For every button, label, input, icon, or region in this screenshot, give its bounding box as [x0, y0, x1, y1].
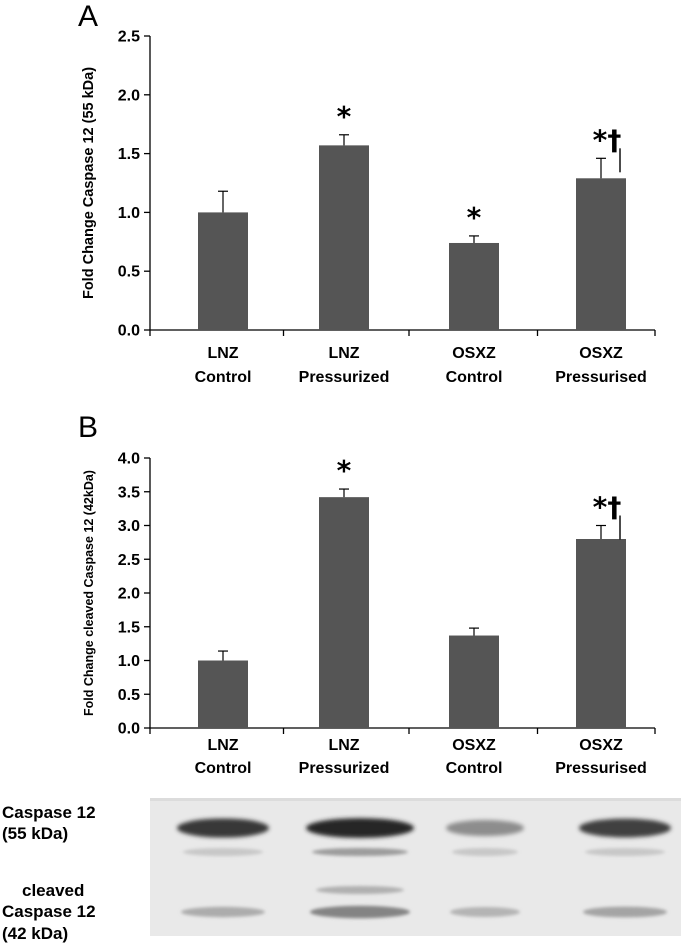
- significance-marker: *: [337, 454, 352, 487]
- band-42kda: [583, 906, 667, 918]
- y-tick-label: 1.5: [118, 146, 140, 163]
- x-tick-label: LNZ: [207, 737, 238, 754]
- y-tick-label: 0.0: [118, 323, 140, 340]
- significance-marker: *: [337, 100, 352, 133]
- bar-osxz-pressurised: [576, 178, 626, 330]
- x-tick-label: OSXZ: [452, 345, 496, 362]
- western-blot: Caspase 12 (55 kDa) cleaved Caspase 12 (42 k…: [2, 798, 681, 943]
- band-faint: [585, 848, 665, 856]
- x-tick-label: Pressurised: [555, 369, 647, 386]
- chart-panel-a: A 0.0 0.5 1.0 1.5 2.0 2.5 Fold Change Caspase 1…: [78, 0, 656, 386]
- x-tick-label: Control: [195, 369, 252, 386]
- y-tick-label: 4.0: [118, 451, 140, 468]
- y-axis-title: Fold Change Caspase 12 (55 kDa): [81, 67, 97, 299]
- bar-lnz-control: [198, 212, 248, 330]
- band-42kda: [450, 907, 520, 917]
- y-tick-label: 3.5: [118, 484, 140, 501]
- y-tick-label: 0.0: [118, 721, 140, 738]
- y-tick-label: 1.0: [118, 653, 140, 670]
- y-tick-label: 3.0: [118, 518, 140, 535]
- panel-letter-a: A: [78, 0, 98, 33]
- x-tick-label: Control: [446, 369, 503, 386]
- blot-label-55kda: Caspase 12: [2, 803, 96, 822]
- x-tick-label: OSXZ: [579, 345, 623, 362]
- band-faint: [452, 848, 518, 856]
- blot-label-42kda: Caspase 12: [2, 902, 96, 921]
- blot-label-55kda: (55 kDa): [2, 824, 68, 843]
- blot-edge: [150, 798, 681, 801]
- band-55kda: [446, 819, 524, 837]
- bar-osxz-pressurised: [576, 539, 626, 728]
- x-tick-label: LNZ: [328, 345, 359, 362]
- y-tick-label: 1.0: [118, 205, 140, 222]
- band-42kda: [310, 905, 410, 919]
- band-55kda: [177, 818, 269, 838]
- bar-lnz-pressurized: [319, 497, 369, 728]
- y-tick-label: 2.5: [118, 552, 140, 569]
- band-faint: [312, 848, 408, 856]
- x-tick-label: Control: [195, 760, 252, 777]
- y-tick-label: 2.5: [118, 29, 140, 46]
- x-tick-label: OSXZ: [452, 737, 496, 754]
- x-tick-label: Pressurized: [299, 369, 390, 386]
- x-tick-label: LNZ: [207, 345, 238, 362]
- significance-marker: *†: [593, 123, 622, 156]
- bar-lnz-control: [198, 660, 248, 728]
- x-tick-label: Pressurised: [555, 760, 647, 777]
- y-tick-label: 2.0: [118, 87, 140, 104]
- bar-lnz-pressurized: [319, 145, 369, 330]
- x-tick-label: OSXZ: [579, 737, 623, 754]
- bar-osxz-control: [449, 242, 499, 330]
- y-tick-label: 0.5: [118, 264, 140, 281]
- x-tick-label: Pressurized: [299, 760, 390, 777]
- chart-panel-b: B 0.0 0.5 1.0 1.5 2.0 2.5 3.0 3.5 4.0 Fold Change …: [78, 411, 656, 777]
- band-55kda: [579, 818, 671, 838]
- x-tick-label: LNZ: [328, 737, 359, 754]
- band-faint: [316, 886, 404, 894]
- significance-marker: *†: [593, 491, 622, 524]
- band-faint: [183, 848, 263, 856]
- y-tick-label: 0.5: [118, 687, 140, 704]
- blot-label-42kda: cleaved: [22, 881, 84, 900]
- x-tick-label: Control: [446, 760, 503, 777]
- significance-marker: *: [467, 201, 482, 234]
- y-tick-label: 2.0: [118, 586, 140, 603]
- bar-osxz-control: [449, 635, 499, 728]
- y-axis-title: Fold Change cleaved Caspase 12 (42kDa): [82, 470, 96, 716]
- blot-label-42kda: (42 kDa): [2, 924, 68, 943]
- panel-letter-b: B: [78, 411, 98, 444]
- band-42kda: [181, 906, 265, 918]
- y-tick-label: 1.5: [118, 619, 140, 636]
- band-55kda: [306, 818, 414, 838]
